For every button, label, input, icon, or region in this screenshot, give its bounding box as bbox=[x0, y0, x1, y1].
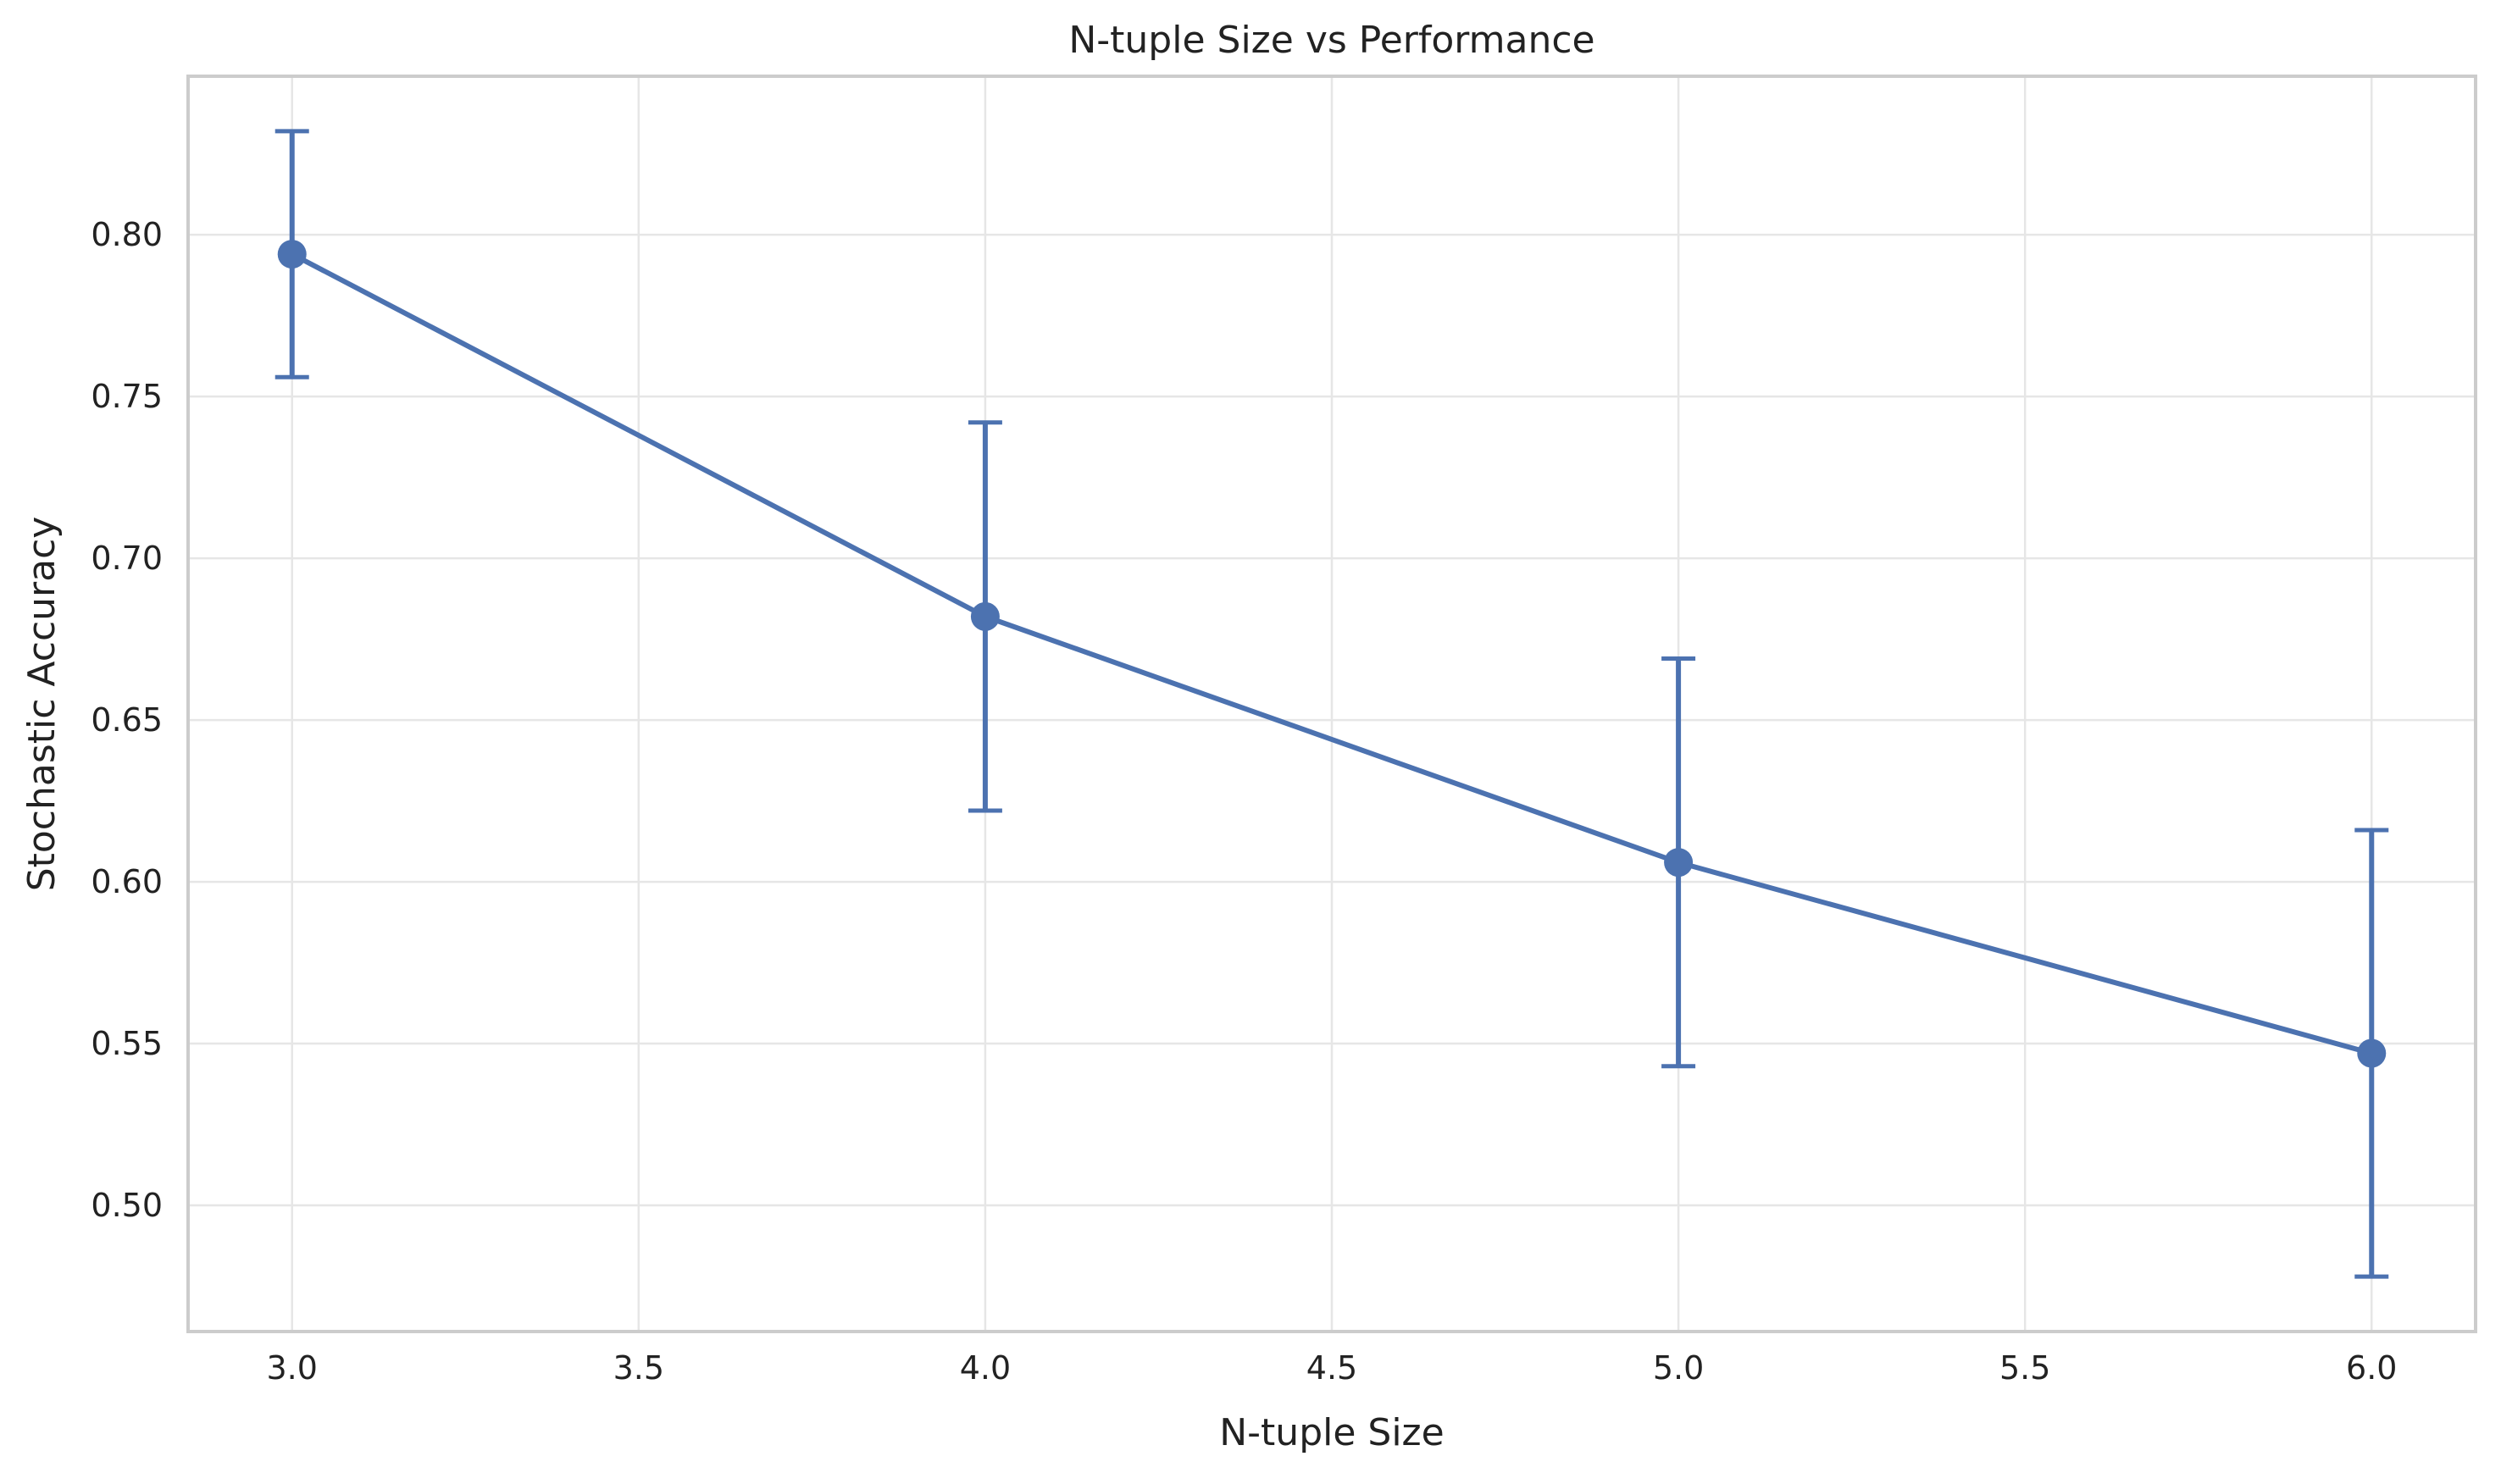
y-tick-label: 0.60 bbox=[91, 863, 163, 900]
y-axis-label: Stochastic Accuracy bbox=[20, 517, 64, 892]
y-tick-label: 0.65 bbox=[91, 701, 163, 739]
data-points bbox=[277, 240, 2387, 1068]
x-tick-label: 4.5 bbox=[1306, 1349, 1357, 1387]
grid bbox=[188, 76, 2476, 1332]
x-tick-label: 3.0 bbox=[267, 1349, 318, 1387]
data-point bbox=[2357, 1038, 2387, 1068]
plot-frame bbox=[186, 75, 2477, 1333]
series-lines bbox=[291, 252, 2373, 1056]
y-tick-label: 0.80 bbox=[91, 216, 163, 253]
data-point bbox=[277, 240, 307, 269]
data-point bbox=[1664, 848, 1694, 878]
x-tick-label: 6.0 bbox=[2346, 1349, 2397, 1387]
data-point bbox=[970, 601, 1000, 631]
y-tick-label: 0.55 bbox=[91, 1025, 163, 1062]
x-tick-label: 5.0 bbox=[1653, 1349, 1704, 1387]
series-line bbox=[291, 252, 2373, 1056]
y-tick-label: 0.70 bbox=[91, 540, 163, 577]
x-tick-labels: 3.0 3.5 4.0 4.5 5.0 5.5 6.0 bbox=[267, 1349, 2398, 1387]
y-tick-labels: 0.50 0.55 0.60 0.65 0.70 0.75 0.80 bbox=[91, 216, 163, 1224]
y-tick-label: 0.50 bbox=[91, 1187, 163, 1224]
x-tick-label: 4.0 bbox=[960, 1349, 1011, 1387]
x-axis-label: N-tuple Size bbox=[1219, 1411, 1444, 1454]
x-tick-label: 3.5 bbox=[613, 1349, 664, 1387]
x-tick-label: 5.5 bbox=[1999, 1349, 2050, 1387]
chart-title: N-tuple Size vs Performance bbox=[1068, 19, 1594, 62]
y-tick-label: 0.75 bbox=[91, 378, 163, 415]
